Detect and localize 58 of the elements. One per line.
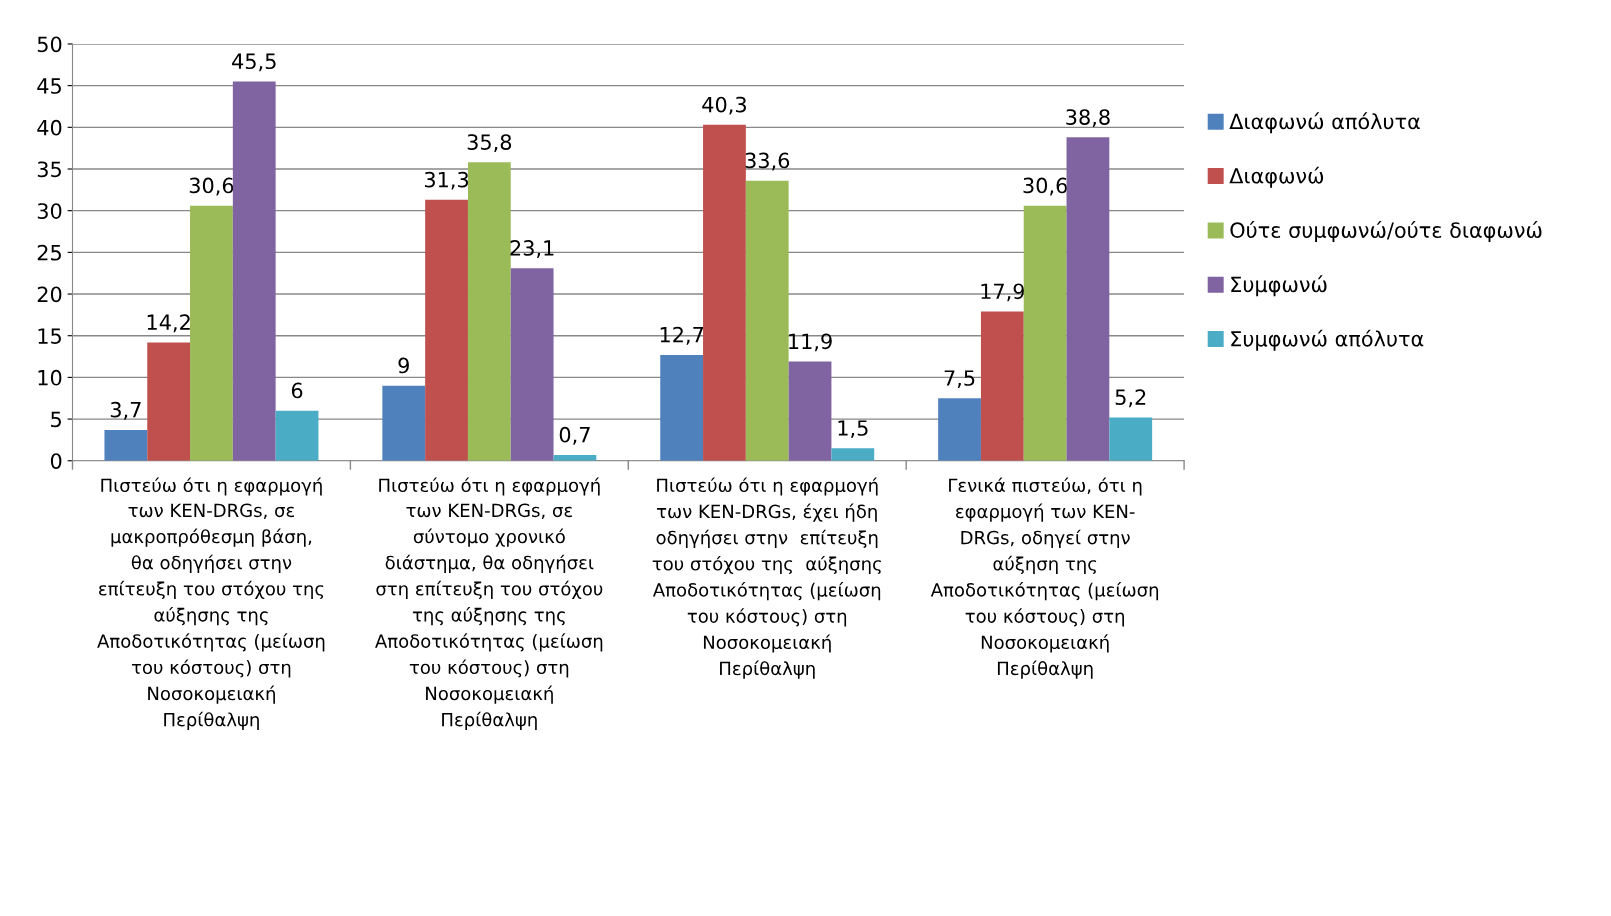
data-label: 12,7 — [660, 326, 704, 345]
bar — [1066, 137, 1110, 461]
bar — [232, 81, 276, 461]
data-label: 11,9 — [789, 333, 832, 352]
y-tick-label: 40 — [37, 119, 62, 136]
x-tick-label: Πιστεύω ότι η εφαρμογή των ΚΕΝ-DRGs, έχει ήδη οδηγήσει στην επίτευξη του στόχου της αύξησης Αποδοτικότητας (μείωση του κόστους) στη Νοσοκομειακή Περίθαλψη — [652, 477, 881, 679]
legend-label: Συμφωνώ — [1231, 275, 1327, 297]
legend-label: Ούτε συμφωνώ/ούτε διαφωνώ — [1230, 221, 1542, 243]
legend-label: Συμφωνώ απόλυτα — [1231, 329, 1424, 351]
data-label: 5,2 — [1115, 389, 1146, 408]
bar — [425, 199, 468, 461]
data-label: 14,2 — [147, 314, 190, 333]
y-tick-label: 35 — [37, 161, 61, 178]
y-tick-label: 45 — [37, 78, 61, 94]
bar — [467, 162, 511, 461]
data-label: 23,1 — [510, 240, 554, 258]
bar — [1023, 205, 1067, 461]
data-label: 7,5 — [944, 370, 975, 388]
bar — [788, 361, 832, 461]
x-tick-label: Γενικά πιστεύω, ότι η εφαρμογή των ΚΕΝ- DRGs, οδηγεί στην αύξηση της Αποδοτικότητας (μείωση του κόστους) στη Νοσοκομειακή Περίθαλψη — [930, 477, 1159, 679]
legend-label: Διαφωνώ — [1229, 166, 1324, 188]
data-label: 31,3 — [424, 171, 469, 190]
category-label: Πιστεύω ότι η εφαρμογή των ΚΕΝ-DRGs, σε μακροπρόθεσμη βάση, θα οδηγήσει στην επίτευξη του στόχου της αύξησης της Αποδοτικότητας (μείωση του κόστους) στη Νοσοκομειακή Περίθαλψη — [97, 477, 325, 730]
data-label: 30,6 — [1023, 177, 1068, 196]
data-label: 35,8 — [467, 134, 512, 153]
y-tick-label: 20 — [37, 286, 62, 303]
legend-label: Διαφωνώ απόλυτα — [1229, 112, 1420, 134]
data-label: 0,7 — [559, 426, 590, 445]
bar — [275, 410, 319, 461]
bar — [980, 311, 1024, 461]
category-label: Πιστεύω ότι η εφαρμογή των ΚΕΝ-DRGs, σε σύντομο χρονικό διάστημα, θα οδηγήσει στη επίτευξη του στόχου της αύξησης της Αποδοτικότητας (μείωση του κόστους) στη Νοσοκομειακή Περίθαλψη — [375, 477, 603, 730]
bar — [104, 429, 148, 461]
bar — [1109, 417, 1153, 461]
y-tick-label: 15 — [38, 328, 61, 344]
data-label: 40,3 — [702, 96, 746, 115]
bar — [147, 342, 191, 461]
bar — [660, 354, 704, 461]
data-label: 1,5 — [838, 420, 868, 438]
bar — [745, 180, 789, 461]
data-label: 45,5 — [232, 53, 276, 72]
y-tick-label: 50 — [37, 36, 62, 53]
data-label: 38,8 — [1066, 109, 1110, 128]
data-label: 17,9 — [981, 283, 1025, 302]
bar — [703, 124, 746, 461]
bar — [190, 205, 233, 461]
bar — [382, 385, 426, 461]
y-tick-label: 30 — [37, 203, 62, 219]
y-tick-label: 25 — [37, 244, 61, 261]
bar — [510, 268, 554, 461]
data-label: 3,7 — [110, 401, 141, 420]
bar — [831, 448, 875, 461]
bar — [938, 398, 981, 461]
y-tick-label: 5 — [51, 411, 61, 428]
y-tick-label: 0 — [50, 453, 62, 469]
data-label: 6 — [291, 382, 303, 399]
y-tick-label: 10 — [38, 369, 62, 386]
data-label: 30,6 — [189, 177, 234, 196]
data-label: 9 — [398, 357, 409, 374]
